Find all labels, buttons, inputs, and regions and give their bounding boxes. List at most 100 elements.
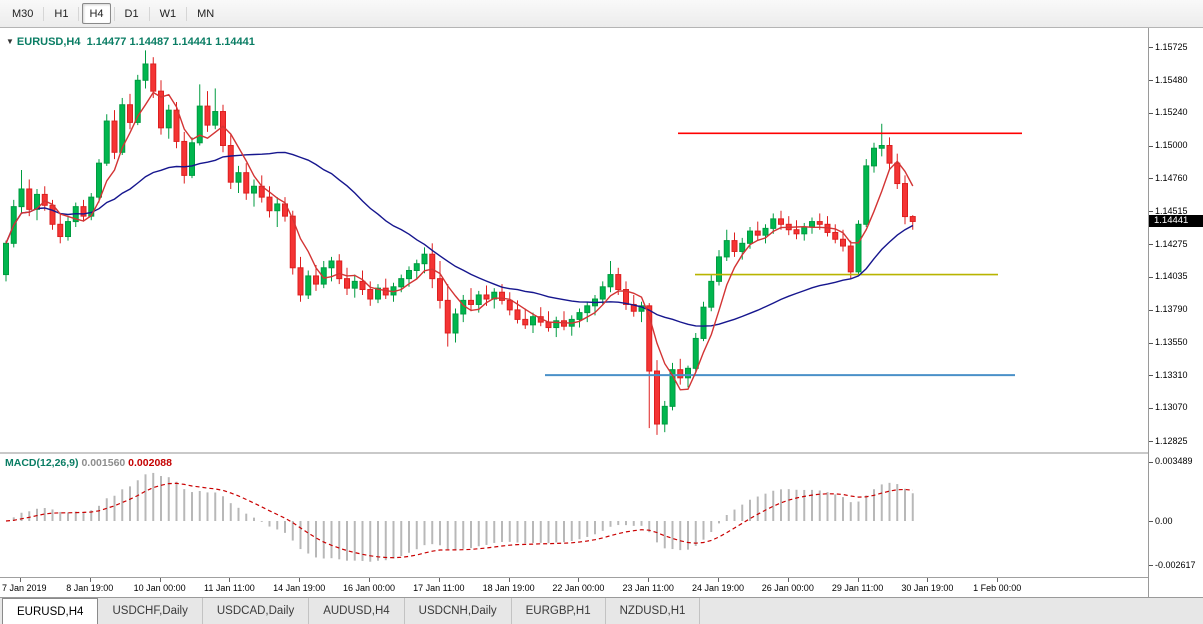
candle-body	[189, 142, 195, 176]
macd-signal-value: 0.002088	[128, 457, 172, 469]
time-axis-label: 8 Jan 19:00	[66, 583, 114, 593]
price-axis-label: 1.13070	[1155, 402, 1188, 413]
timeframe-button-mn[interactable]: MN	[190, 3, 221, 24]
candle-body	[770, 218, 777, 229]
price-axis-label: 1.13310	[1155, 369, 1188, 380]
candle-body	[545, 321, 552, 329]
candle-body	[305, 275, 312, 296]
time-axis-label: 24 Jan 19:00	[691, 583, 745, 593]
price-axis-label: 1.14035	[1155, 271, 1188, 282]
candle-body	[700, 306, 707, 339]
time-axis-label: 23 Jan 11:00	[622, 583, 674, 593]
candle-body	[165, 109, 172, 129]
chart-tab-usdcnh-daily[interactable]: USDCNH,Daily	[405, 598, 512, 624]
candle-body	[475, 294, 482, 305]
time-tick-mark	[89, 578, 91, 582]
chart-symbol-timeframe: EURUSD,H4	[16, 36, 81, 48]
axis-tick-mark	[1149, 521, 1153, 522]
time-axis-label: 1 Feb 00:00	[973, 583, 1022, 593]
ohlc-high: 1.14487	[129, 36, 170, 48]
candle-body	[863, 165, 870, 225]
candle-body	[778, 218, 784, 225]
time-axis-label: 17 Jan 11:00	[413, 583, 465, 593]
time-axis[interactable]: 7 Jan 2019 8 Jan 19:00 10 Jan 00:00 11 Jan …	[0, 577, 1148, 598]
chart-tab-usdchf-daily[interactable]: USDCHF,Daily	[98, 598, 203, 624]
candle-body	[754, 230, 761, 236]
timeframe-button-h1[interactable]: H1	[47, 3, 75, 24]
candle-body	[80, 206, 87, 217]
toolbar-separator	[43, 6, 45, 21]
macd-indicator-chart[interactable]	[0, 455, 1148, 577]
timeframe-button-w1[interactable]: W1	[153, 3, 184, 24]
candle-body	[847, 245, 854, 273]
panel-resize-divider[interactable]	[0, 452, 1148, 454]
horizontal-lines-layer[interactable]	[545, 132, 1022, 377]
candle-body	[297, 267, 304, 296]
candle-body	[235, 172, 242, 183]
candle-body	[320, 267, 327, 285]
candle-body	[181, 140, 188, 176]
candle-body	[739, 242, 746, 252]
axis-tick-mark	[1149, 375, 1153, 377]
candle-body	[34, 193, 40, 210]
macd-signal-line	[5, 482, 913, 559]
timeframe-button-h4[interactable]: H4	[82, 3, 111, 24]
timeframe-toolbar: M30 H1 H4 D1 W1 MN	[0, 0, 1203, 28]
chart-tab-audusd-h4[interactable]: AUDUSD,H4	[309, 598, 405, 624]
candle-body	[413, 263, 420, 271]
candle-body	[886, 145, 893, 164]
candle-body	[26, 188, 33, 210]
price-axis-label: 1.13790	[1155, 304, 1188, 315]
candle-body	[661, 405, 668, 425]
axis-tick-mark	[1149, 461, 1153, 463]
chart-tab-eurusd-h4[interactable]: EURUSD,H4	[2, 598, 99, 624]
candle-body	[584, 305, 591, 314]
axis-tick-mark	[1149, 112, 1153, 114]
time-tick-mark	[229, 578, 231, 582]
candle-body	[111, 120, 118, 153]
axis-tick-mark	[1149, 211, 1153, 213]
price-axis-label: 1.15725	[1155, 41, 1188, 52]
time-tick-mark	[20, 578, 21, 582]
macd-axis-label: 0.003489	[1155, 456, 1193, 467]
time-tick-mark	[648, 578, 650, 582]
price-axis-label: 1.13550	[1155, 337, 1188, 347]
macd-axis-label: 0.00	[1155, 515, 1173, 526]
candle-body	[902, 183, 908, 218]
candle-body	[723, 240, 730, 258]
candle-body	[212, 111, 219, 126]
candle-body	[382, 287, 389, 296]
candle-body	[646, 305, 653, 372]
candle-body	[437, 278, 443, 301]
candlestick-chart[interactable]	[0, 30, 1148, 452]
symbol-dropdown-icon[interactable]: ▼	[6, 37, 14, 46]
ohlc-open: 1.14477	[86, 36, 127, 48]
candle-body	[65, 221, 71, 238]
time-tick-mark	[578, 578, 580, 582]
time-axis-label: 30 Jan 19:00	[901, 583, 954, 593]
chart-tab-usdcad-daily[interactable]: USDCAD,Daily	[203, 598, 310, 624]
axis-tick-mark	[1149, 47, 1153, 48]
candle-body	[553, 320, 560, 329]
candle-body	[708, 280, 715, 308]
chart-tab-eurgbp-h1[interactable]: EURGBP,H1	[512, 598, 606, 624]
timeframe-button-m30[interactable]: M30	[5, 3, 40, 24]
candle-body	[344, 278, 350, 289]
price-axis[interactable]: 1.15725 1.15480 1.15240 1.15000 1.14760 1.145…	[1148, 28, 1203, 597]
price-axis-label: 1.12825	[1155, 435, 1188, 446]
candle-body	[801, 226, 808, 235]
candle-body	[871, 147, 877, 167]
candle-body	[607, 274, 614, 288]
time-axis-label: 10 Jan 00:00	[133, 583, 186, 593]
candle-body	[855, 223, 862, 273]
axis-tick-mark	[1149, 244, 1153, 245]
candle-body	[747, 230, 753, 244]
axis-tick-mark	[1149, 145, 1153, 147]
chart-tab-nzdusd-h1[interactable]: NZDUSD,H1	[606, 598, 701, 624]
candle-body	[623, 289, 629, 305]
candle-body	[909, 216, 916, 222]
candle-body	[406, 269, 412, 280]
timeframe-button-d1[interactable]: D1	[118, 3, 146, 24]
axis-tick-mark	[1149, 276, 1153, 278]
candle-body	[468, 299, 474, 305]
